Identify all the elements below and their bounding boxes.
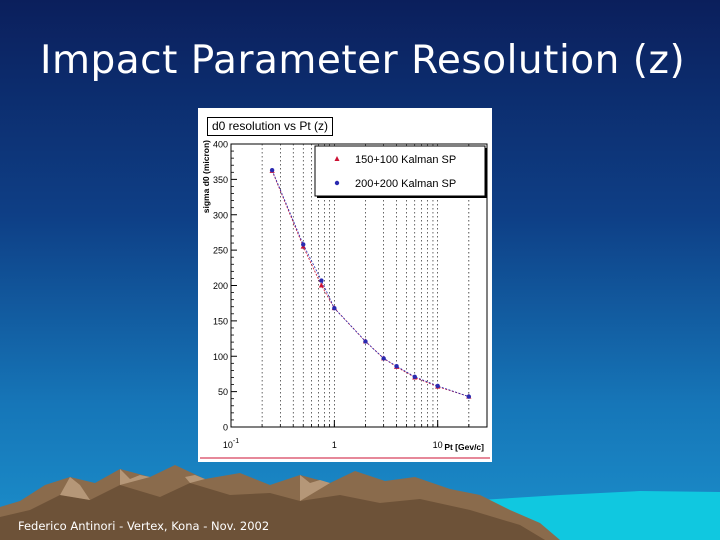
y-tick-label: 400 [213,140,228,150]
y-axis-label: sigma d0 (micron) [201,140,211,213]
legend-marker-circle [334,180,340,186]
y-tick-label: 150 [213,316,228,326]
series-line-1 [271,170,469,397]
data-point-series2 [363,339,368,344]
x-axis-label: Pt [Gev/c] [444,442,484,452]
chart-panel: 0 50 100 150 200 250 300 350 400 10-1 1 10 Pt [Gev/c… [198,108,492,462]
legend-label: 150+100 Kalman SP [355,154,456,166]
x-tick-label: 10 [433,440,443,450]
data-point-series1 [318,282,325,288]
data-point-series2 [269,167,275,173]
x-tick-label: 1 [332,440,337,450]
data-point-series2 [412,374,417,379]
data-point-series2 [301,242,306,247]
y-tick-label: 50 [218,387,228,397]
y-tick-label: 250 [213,246,228,256]
footer-credit: Federico Antinori - Vertex, Kona - Nov. … [18,519,270,533]
y-tick-label: 350 [213,175,228,185]
data-point-series2 [466,394,472,399]
data-point-series2 [381,356,386,361]
data-point-series2 [319,278,324,283]
series-line-2 [271,170,469,397]
mountain-landscape [0,465,720,540]
slide-title: Impact Parameter Resolution (z) [40,38,686,83]
y-tick-label: 0 [223,423,228,433]
chart: 0 50 100 150 200 250 300 350 400 10-1 1 10 Pt [Gev/c… [200,140,490,459]
data-point-series2 [435,383,440,389]
legend-label: 200+200 Kalman SP [355,178,456,190]
data-point-series2 [332,305,337,311]
x-tick-label: 10-1 [223,438,239,450]
chart-title: d0 resolution vs Pt (z) [207,117,334,136]
y-tick-label: 300 [213,210,228,220]
legend-box [314,145,486,197]
data-point-series2 [394,363,399,369]
y-tick-label: 100 [213,352,228,362]
legend-marker-triangle [334,156,340,161]
y-tick-label: 200 [213,281,228,291]
